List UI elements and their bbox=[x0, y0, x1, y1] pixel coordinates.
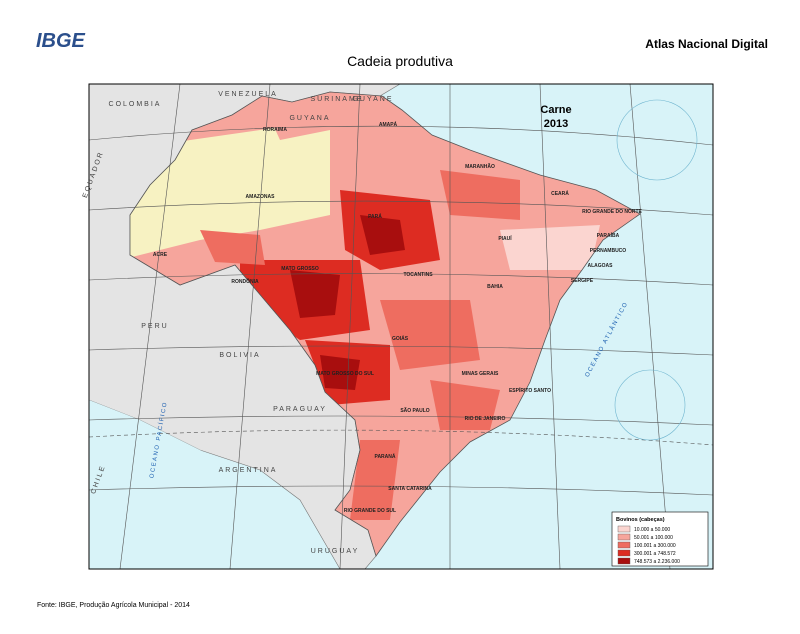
map-frame bbox=[88, 83, 714, 570]
state-label: PARÁ bbox=[368, 213, 382, 220]
state-label: MATO GROSSO bbox=[281, 266, 319, 272]
legend-swatch bbox=[617, 549, 631, 557]
country-label: COLOMBIA bbox=[109, 101, 162, 108]
state-label: CEARÁ bbox=[551, 190, 569, 197]
map bbox=[89, 84, 713, 569]
country-label: URUGUAY bbox=[311, 548, 359, 555]
state-label: AMAPÁ bbox=[379, 121, 398, 128]
island-circle bbox=[614, 369, 686, 441]
state-label: MATO GROSSO DO SUL bbox=[316, 371, 374, 377]
tropic bbox=[89, 429, 713, 446]
state-label: PARANÁ bbox=[374, 453, 395, 460]
state-label: PERNAMBUCO bbox=[590, 248, 627, 254]
state-label: BAHIA bbox=[487, 284, 503, 290]
state-label: MINAS GERAIS bbox=[462, 371, 499, 377]
state-label: GOIÁS bbox=[392, 335, 409, 342]
map-year: 2013 bbox=[544, 118, 568, 130]
legend-swatch bbox=[617, 557, 631, 565]
legend-swatch bbox=[617, 525, 631, 533]
country-label: VENEZUELA bbox=[218, 91, 278, 98]
state-label: SANTA CATARINA bbox=[388, 486, 432, 492]
country-label: BOLIVIA bbox=[219, 352, 260, 359]
state-label: PIAUÍ bbox=[498, 234, 512, 242]
state-label: PARAÍBA bbox=[597, 231, 620, 239]
page-title: Cadeia produtiva bbox=[347, 53, 453, 69]
state-label: RIO DE JANEIRO bbox=[465, 416, 506, 422]
state-label: SÃO PAULO bbox=[400, 407, 429, 414]
country-label: PARAGUAY bbox=[273, 406, 327, 413]
legend: Bovinos (cabeças) 10.000 a 50.000 50.001 … bbox=[611, 511, 709, 567]
state-label: SERGIPE bbox=[571, 278, 594, 284]
legend-title: Bovinos (cabeças) bbox=[616, 517, 665, 523]
country-label: GUYANE bbox=[352, 96, 393, 103]
state-label: AMAZONAS bbox=[246, 194, 276, 200]
state-label: RONDÔNIA bbox=[231, 277, 259, 285]
country-label: GUYANA bbox=[289, 115, 330, 122]
country-label: SURINAME bbox=[311, 96, 364, 103]
graticule bbox=[89, 84, 713, 569]
state-label: RORAIMA bbox=[263, 127, 287, 133]
state-label: ALAGOAS bbox=[588, 263, 614, 269]
state-labels: AMAZONAS PARÁ MARANHÃO PIAUÍ CEARÁ RIO GRANDE… bbox=[153, 121, 643, 514]
legend-label: 50.001 a 100.000 bbox=[634, 535, 673, 541]
atlas-title: Atlas Nacional Digital bbox=[645, 37, 768, 51]
country-label: ARGENTINA bbox=[219, 467, 278, 474]
state-label: TOCANTINS bbox=[403, 272, 433, 278]
state-label: ESPÍRITO SANTO bbox=[509, 386, 551, 394]
legend-label: 10.000 a 50.000 bbox=[634, 527, 670, 533]
logo: IBGE bbox=[36, 30, 86, 52]
state-label: RIO GRANDE DO SUL bbox=[344, 508, 396, 514]
legend-label: 100.001 a 300.000 bbox=[634, 543, 676, 549]
state-label: ACRE bbox=[153, 252, 168, 258]
source: Fonte: IBGE, Produção Agrícola Municipal… bbox=[37, 602, 190, 609]
country-label: PERU bbox=[141, 323, 168, 330]
map-title: Carne bbox=[540, 104, 571, 116]
legend-swatch bbox=[617, 541, 631, 549]
legend-swatch bbox=[617, 533, 631, 541]
state-label: RIO GRANDE DO NORTE bbox=[582, 209, 642, 215]
legend-label: 300.001 a 748.572 bbox=[634, 551, 676, 557]
pacific bbox=[89, 400, 330, 569]
state-label: MARANHÃO bbox=[465, 163, 495, 170]
legend-label: 748.573 a 2.236.000 bbox=[634, 559, 680, 565]
island-circle bbox=[616, 99, 698, 181]
